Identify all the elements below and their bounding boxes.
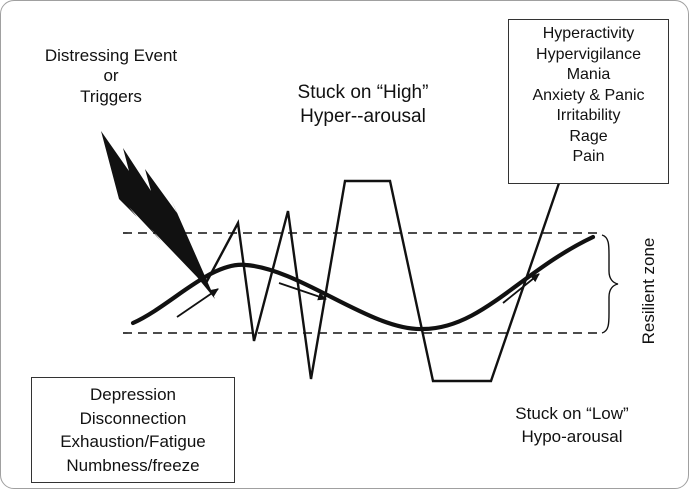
hyper-symptom: Hypervigilance (536, 45, 641, 63)
hyper-symptoms-box: Hyperactivity Hypervigilance Mania Anxie… (508, 19, 669, 184)
hypo-arousal-label-line-2: Hypo-arousal (521, 426, 623, 446)
direction-arrow-3 (502, 273, 540, 304)
hyper-arousal-label-line-2: Hyper--arousal (300, 105, 426, 127)
hypo-symptom: Numbness/freeze (66, 455, 200, 475)
resilient-zone-label: Resilient zone (639, 237, 658, 345)
hyper-symptom: Hyperactivity (542, 25, 635, 42)
hypo-symptom: Disconnection (79, 408, 187, 428)
hypo-symptom: Depression (90, 385, 176, 404)
hypo-arousal-label-line-1: Stuck on “Low” (515, 404, 629, 423)
trigger-label-line-3: Triggers (80, 86, 142, 106)
zone-brace (601, 234, 619, 334)
hyper-symptom: Anxiety & Panic (532, 86, 645, 104)
hyper-symptom: Pain (572, 148, 605, 165)
lightning-bolt-icon (101, 131, 215, 299)
hypo-arousal-label: Stuck on “Low” Hypo-arousal (487, 403, 657, 449)
hyper-symptom: Irritability (556, 107, 621, 124)
direction-arrow-2 (278, 282, 327, 301)
hypo-symptoms-box: Depression Disconnection Exhaustion/Fati… (31, 377, 235, 483)
arousal-zigzag-line (204, 179, 561, 383)
hyper-arousal-label-line-1: Stuck on “High” (297, 82, 429, 103)
trigger-label-line-2: or (103, 66, 119, 86)
hyper-symptom: Rage (569, 127, 608, 145)
trigger-label: Distressing Event or Triggers (25, 46, 197, 107)
hypo-symptom: Exhaustion/Fatigue (60, 432, 206, 451)
hyper-symptom: Mania (566, 66, 611, 83)
hyper-arousal-label: Stuck on “High” Hyper--arousal (263, 81, 463, 129)
direction-arrow-1 (176, 288, 219, 318)
trigger-label-line-1: Distressing Event (44, 46, 178, 65)
